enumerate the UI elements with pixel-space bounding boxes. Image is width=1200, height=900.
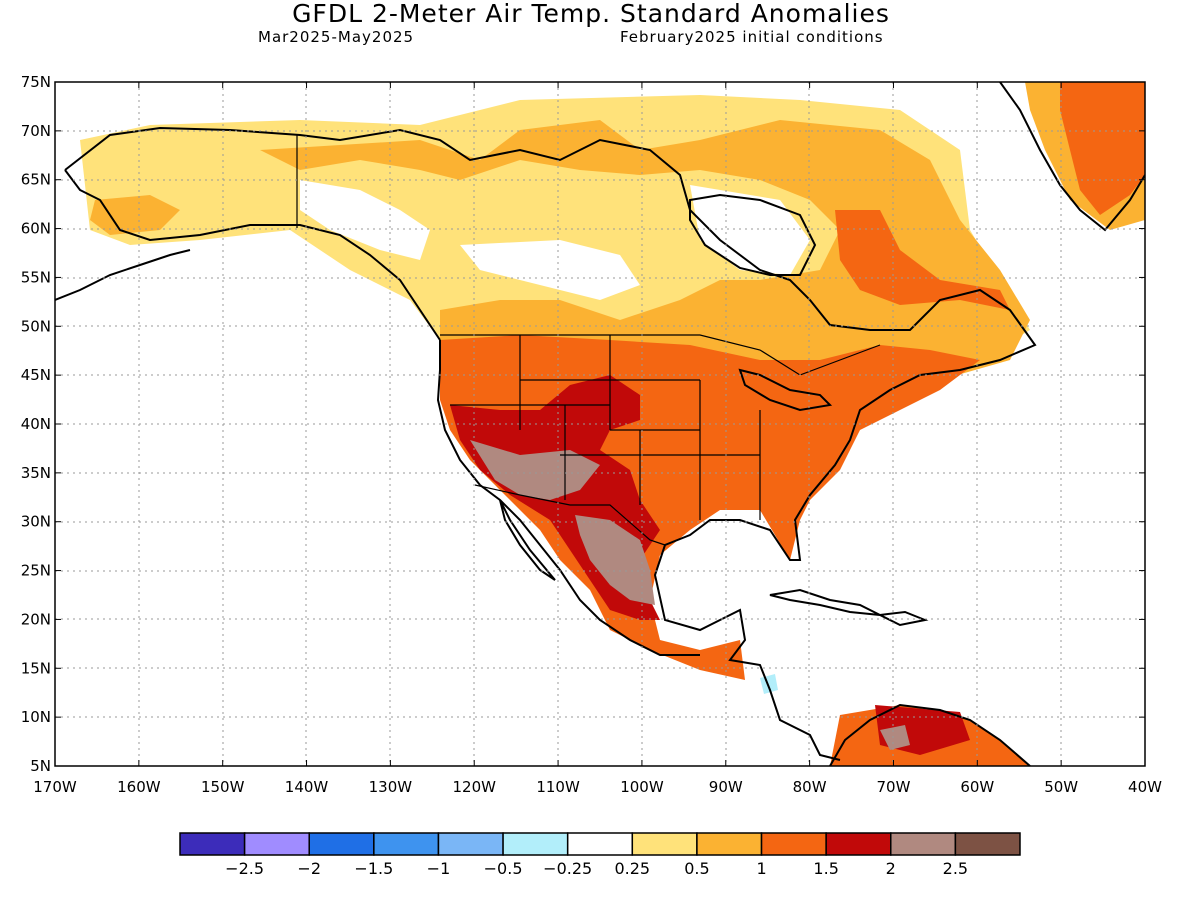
anomaly-region-neutral [300, 180, 430, 260]
latitude-labels: 75N 70N 65N 60N 55N 50N 45N 40N 35N 30N 25N 20N 15N 1… [21, 73, 51, 775]
coastline-north-america [64, 126, 1037, 761]
colorbar-swatch [243, 832, 310, 856]
latitude-label: 55N [21, 268, 51, 286]
latitude-label: 25N [21, 562, 51, 580]
colorbar-swatch [179, 832, 246, 856]
colorbar-label: 2 [886, 859, 896, 878]
longitude-label: 80W [793, 778, 827, 796]
longitude-label: 40W [1128, 778, 1162, 796]
colorbar-swatch [631, 832, 698, 856]
colorbar-labels: −2.5 −2 −1.5 −1 −0.5 −0.25 0.25 0.5 1 1.5 2 2.5 [225, 859, 968, 878]
latitude-label: 40N [21, 415, 51, 433]
coastline-south-america [829, 703, 1031, 766]
colorbar-label: 2.5 [943, 859, 968, 878]
border-us-mexico [474, 484, 666, 546]
political-borders [296, 135, 881, 546]
colorbar-swatch [696, 832, 763, 856]
colorbar-label: 1.5 [813, 859, 838, 878]
longitude-label: 90W [709, 778, 743, 796]
coastline-hudson-bay [689, 193, 817, 276]
border-state-lines [450, 335, 761, 520]
longitude-label: 50W [1044, 778, 1078, 796]
coastline-great-lakes [738, 368, 833, 412]
coastlines [55, 82, 1145, 766]
graticule [55, 82, 1145, 766]
colorbar-swatch [825, 832, 892, 856]
latitude-label: 60N [21, 220, 51, 238]
colorbar-swatch [308, 832, 375, 856]
coastline-hispaniola [876, 610, 929, 627]
colorbar-swatch [954, 832, 1021, 856]
colorbar-label: −0.25 [543, 859, 592, 878]
colorbar-label: −1 [427, 859, 451, 878]
latitude-label: 20N [21, 610, 51, 628]
longitude-label: 160W [117, 778, 161, 796]
anomaly-region-brown [880, 725, 910, 750]
colorbar-swatch [566, 832, 634, 856]
colorbar-swatch [373, 832, 440, 856]
coastline-greenland [999, 82, 1145, 232]
anomaly-region-light-orange [90, 195, 180, 235]
latitude-label: 35N [21, 464, 51, 482]
latitude-label: 65N [21, 171, 51, 189]
anomaly-region-light-blue [760, 674, 778, 694]
coastline-aleutians [55, 249, 191, 301]
colorbar-swatch [760, 832, 827, 856]
longitude-label: 100W [620, 778, 664, 796]
colorbar-swatch [502, 832, 569, 856]
anomaly-region-brown [575, 515, 655, 605]
colorbar-label: −0.5 [484, 859, 523, 878]
anomaly-region-light-orange [260, 120, 1030, 410]
latitude-label: 70N [21, 122, 51, 140]
anomaly-region-orange [1060, 82, 1145, 215]
latitude-label: 30N [21, 513, 51, 531]
longitude-label: 60W [960, 778, 994, 796]
initial-conditions: February2025 initial conditions [620, 28, 884, 46]
longitude-label: 130W [369, 778, 413, 796]
latitude-label: 50N [21, 317, 51, 335]
anomaly-region-neutral [460, 240, 640, 300]
coastline-baja [499, 499, 556, 581]
latitude-label: 5N [30, 757, 51, 775]
colorbar [179, 832, 1021, 856]
colorbar-label: 0.25 [614, 859, 650, 878]
longitude-labels: 170W 160W 150W 140W 130W 120W 110W 100W 90W 80W 70… [33, 778, 1162, 796]
anomaly-region-orange [835, 210, 1010, 310]
colorbar-label: 0.5 [684, 859, 709, 878]
latitude-label: 10N [21, 708, 51, 726]
colorbar-label: −2 [297, 859, 321, 878]
longitude-label: 140W [285, 778, 329, 796]
forecast-period: Mar2025-May2025 [258, 28, 415, 46]
longitude-label: 120W [452, 778, 496, 796]
latitude-label: 15N [21, 659, 51, 677]
colorbar-swatch [890, 832, 957, 856]
map-title: GFDL 2-Meter Air Temp. Standard Anomalie… [292, 0, 890, 28]
latitude-label: 75N [21, 73, 51, 91]
coastline-alaska [64, 169, 441, 341]
latitude-label: 45N [21, 366, 51, 384]
colorbar-label: 1 [756, 859, 766, 878]
colorbar-label: −1.5 [354, 859, 393, 878]
colorbar-label: −2.5 [225, 859, 264, 878]
longitude-label: 110W [536, 778, 580, 796]
colorbar-swatch [437, 832, 504, 856]
coastline-pacific [436, 340, 700, 656]
border-us-canada [440, 334, 881, 376]
longitude-label: 70W [877, 778, 911, 796]
longitude-label: 170W [33, 778, 77, 796]
longitude-label: 150W [201, 778, 245, 796]
axis-ticks [54, 81, 1146, 767]
